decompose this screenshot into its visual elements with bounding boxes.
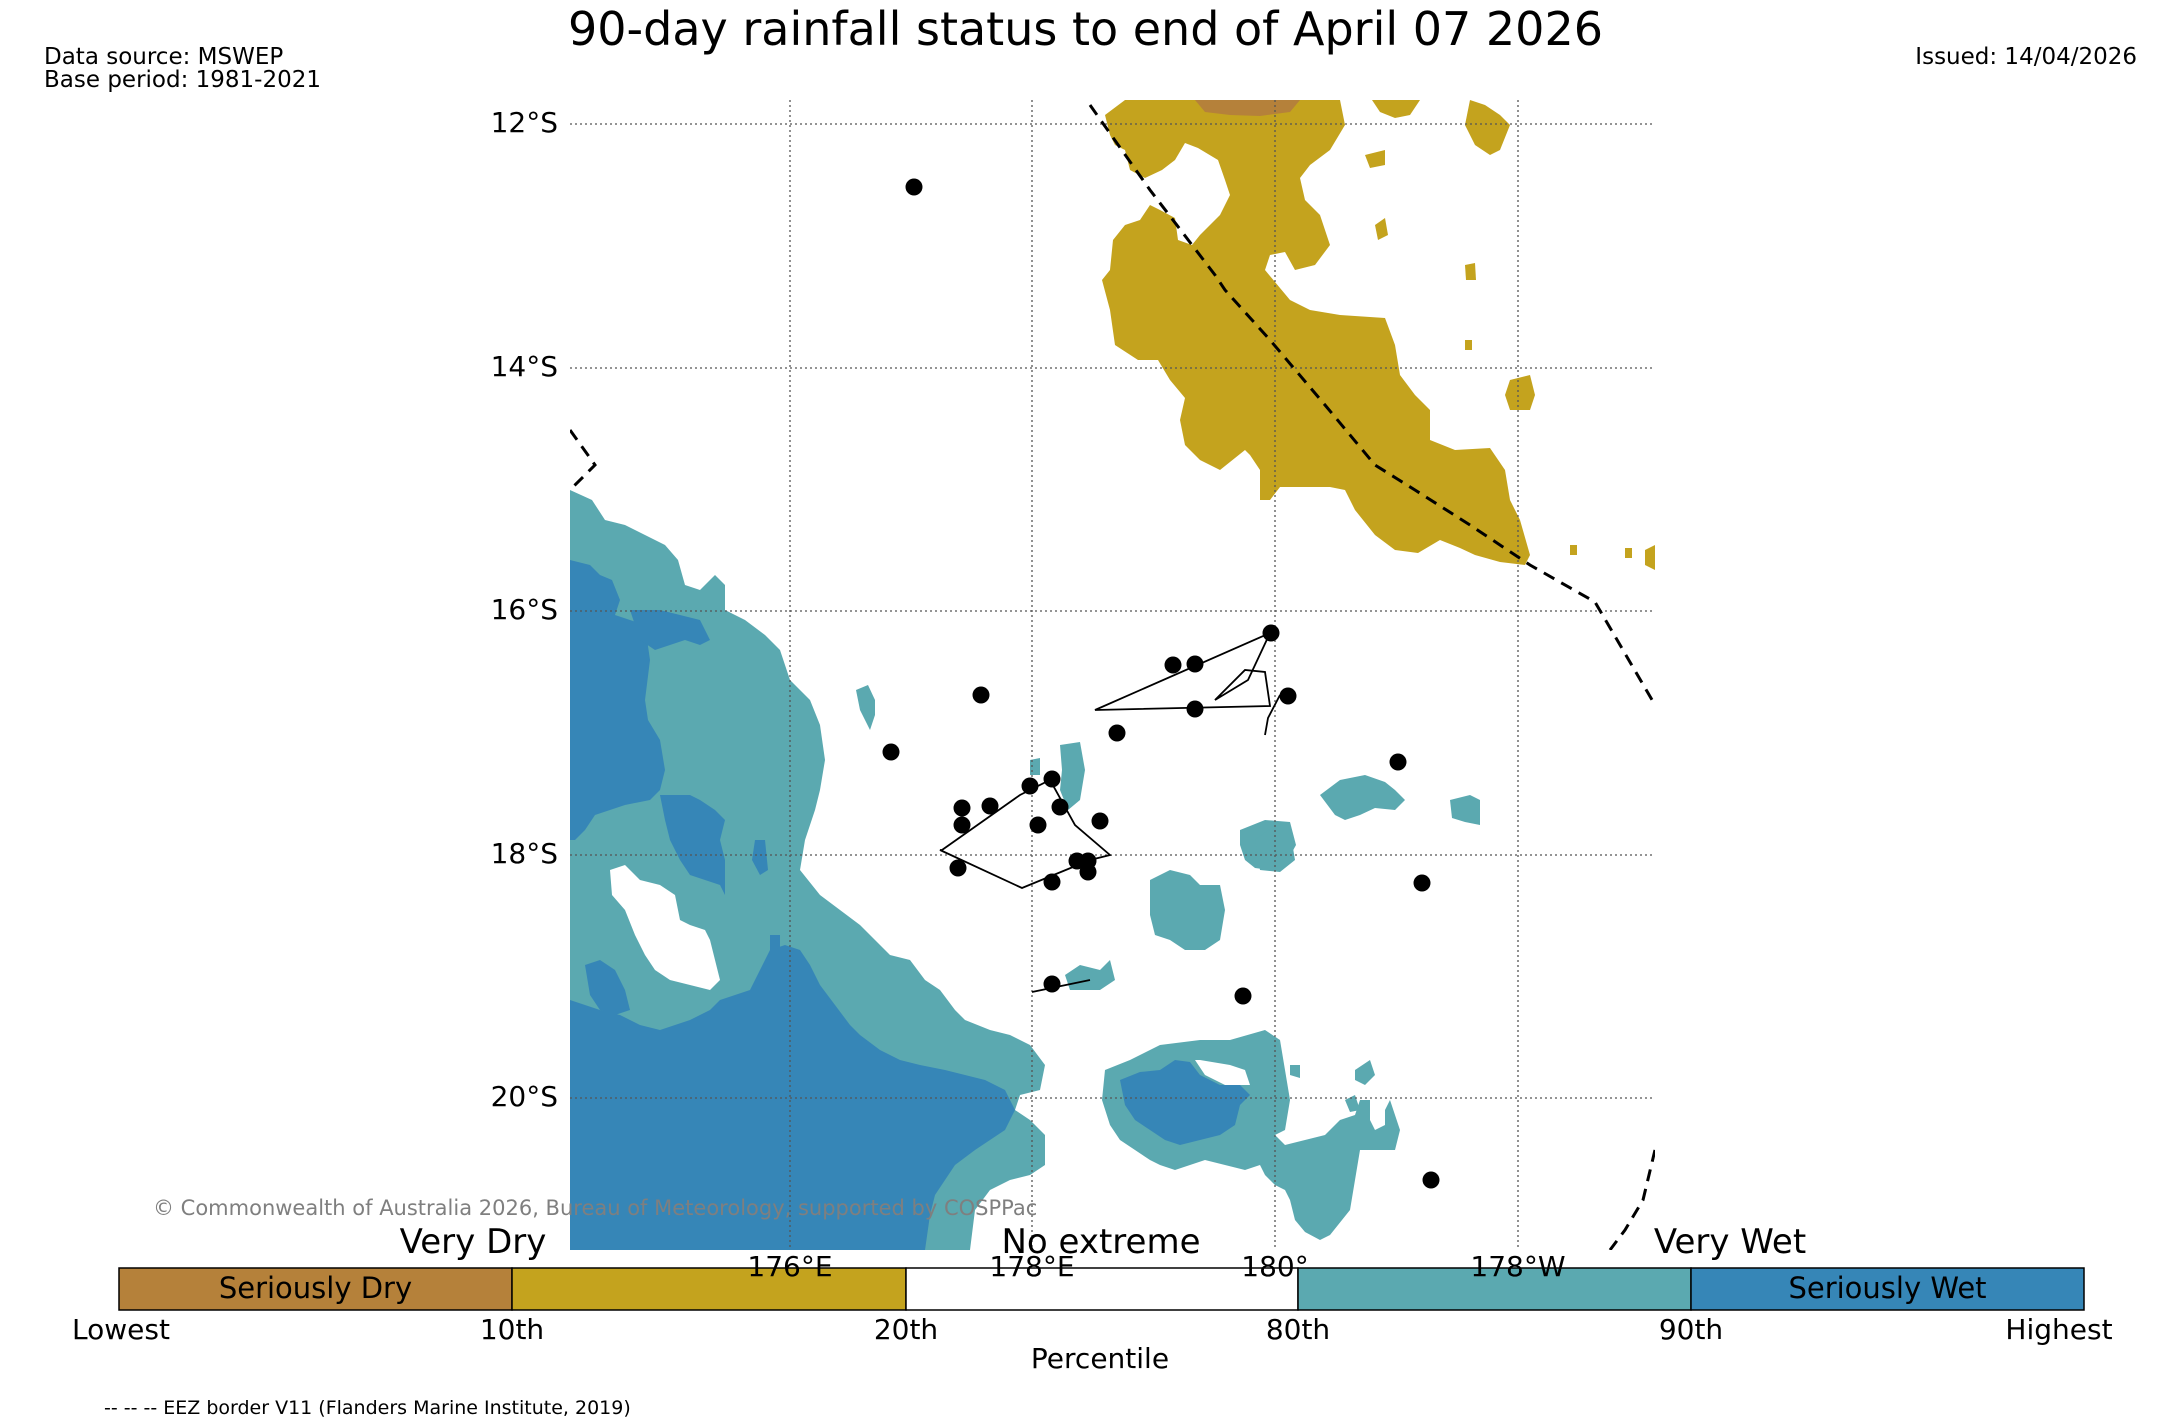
colorbar-tick-90th: 90th	[1658, 1313, 1724, 1346]
eez-border-note: -- -- -- EEZ border V11 (Flanders Marine…	[104, 1397, 631, 1419]
station-markers	[882, 178, 1440, 1189]
lon-label-178e: 178°E	[989, 1250, 1075, 1283]
colorbar-seriously-wet-text: Seriously Wet	[1788, 1271, 1987, 1305]
issued-date-text: Issued: 14/04/2026	[1915, 44, 2137, 70]
very-dry-region	[1102, 100, 1655, 570]
lat-label-16s: 16°S	[490, 593, 558, 626]
colorbar-seriously-dry-text: Seriously Dry	[218, 1271, 413, 1305]
colorbar-tick-20th: 20th	[873, 1313, 939, 1346]
colorbar-tick-highest: Highest	[2005, 1313, 2113, 1346]
no-extreme-gaps	[1195, 1060, 1250, 1085]
lon-label-176e: 176°E	[747, 1250, 833, 1283]
colorbar-tick-80th: 80th	[1265, 1313, 1331, 1346]
colorbar-seriously-wet	[1690, 1267, 2085, 1311]
colorbar-tick-lowest: Lowest	[72, 1313, 170, 1346]
legend-no-extreme-label: No extreme	[1001, 1222, 1201, 1262]
lat-label-18s: 18°S	[490, 837, 558, 870]
colorbar-axis-label: Percentile	[1030, 1342, 1170, 1375]
map-gridlines	[570, 100, 1655, 1250]
seriously-wet-region	[570, 560, 1250, 1250]
colorbar-tick-10th: 10th	[479, 1313, 545, 1346]
colorbar-seriously-dry	[118, 1267, 513, 1311]
lon-label-178w: 178°W	[1470, 1250, 1566, 1283]
no-extreme-gaps	[610, 865, 720, 990]
lat-label-20s: 20°S	[490, 1080, 558, 1113]
colorbar-very-wet	[1297, 1267, 1692, 1311]
lat-label-12s: 12°S	[490, 106, 558, 139]
legend-very-dry-label: Very Dry	[399, 1222, 547, 1262]
data-source-text: Data source: MSWEP	[44, 44, 284, 70]
lon-label-180: 180°	[1241, 1250, 1309, 1283]
lat-label-14s: 14°S	[490, 350, 558, 383]
copyright-notice: © Commonwealth of Australia 2026, Bureau…	[153, 1196, 1038, 1220]
seriously-dry-region	[1195, 100, 1300, 116]
colorbar-no-extreme	[905, 1267, 1299, 1311]
percentile-colorbar	[118, 1267, 2085, 1311]
colorbar-very-dry	[511, 1267, 907, 1311]
page-title: 90-day rainfall status to end of April 0…	[568, 2, 1603, 56]
base-period-text: Base period: 1981-2021	[44, 67, 322, 93]
legend-very-wet-label: Very Wet	[1653, 1222, 1807, 1262]
eez-border-lines	[570, 104, 1655, 1250]
